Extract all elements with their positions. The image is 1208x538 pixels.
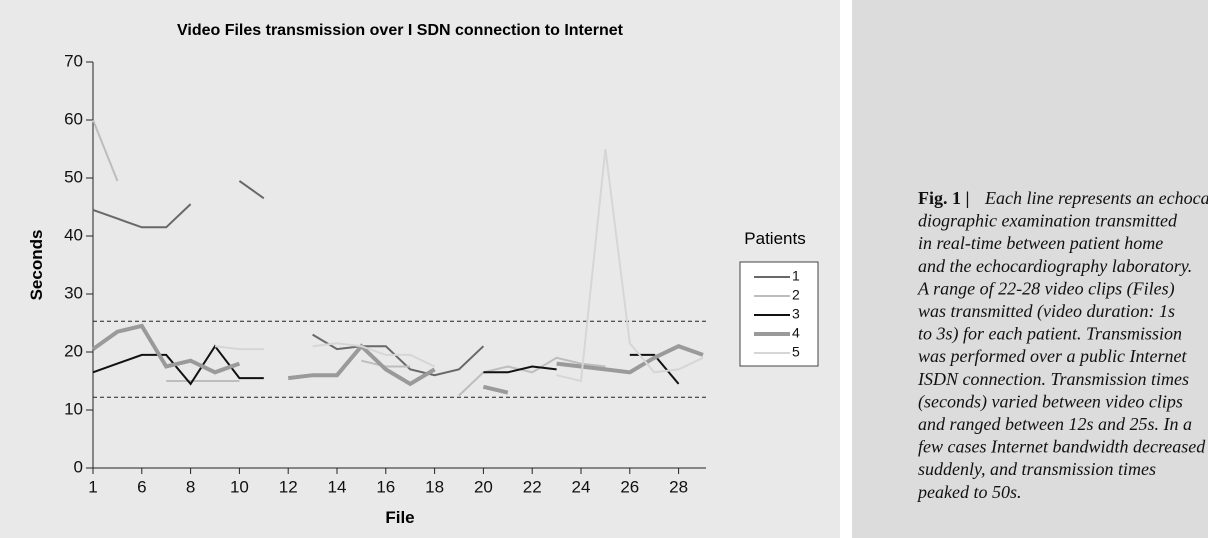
legend-label: 3 bbox=[792, 306, 800, 322]
series-line bbox=[92, 180, 485, 377]
x-tick-label: 28 bbox=[669, 477, 688, 496]
x-tick-label: 8 bbox=[186, 477, 195, 496]
caption-line: in real-time between patient home bbox=[918, 233, 1163, 253]
y-tick-label: 20 bbox=[64, 341, 83, 360]
x-axis-label: File bbox=[385, 508, 414, 527]
x-tick-label: 26 bbox=[620, 477, 639, 496]
y-tick-label: 40 bbox=[64, 225, 83, 244]
y-tick-label: 70 bbox=[64, 51, 83, 70]
caption-label: Fig. 1 | bbox=[918, 188, 969, 208]
chart-title: Video Files transmission over I SDN conn… bbox=[177, 22, 624, 39]
caption-line: diographic examination transmitted bbox=[918, 211, 1178, 231]
caption-line: Each line represents an echocar- bbox=[984, 188, 1208, 208]
series-line bbox=[92, 344, 680, 386]
legend-label: 4 bbox=[792, 325, 800, 341]
chart-panel bbox=[0, 0, 840, 538]
caption-line: to 3s) for each patient. Transmission bbox=[918, 324, 1182, 345]
x-tick-label: 20 bbox=[474, 477, 493, 496]
caption-line: and the echocardiography laboratory. bbox=[918, 256, 1192, 276]
x-tick-label: 6 bbox=[137, 477, 146, 496]
legend-label: 2 bbox=[792, 287, 800, 303]
caption-line: peaked to 50s. bbox=[916, 482, 1021, 502]
legend-label: 1 bbox=[792, 268, 800, 284]
series-line bbox=[214, 148, 704, 383]
x-tick-label: 18 bbox=[425, 477, 444, 496]
caption-line: suddenly, and transmission times bbox=[918, 459, 1156, 479]
x-tick-label: 1 bbox=[88, 477, 97, 496]
x-tick-label: 14 bbox=[328, 477, 347, 496]
legend-label: 5 bbox=[792, 344, 800, 360]
x-tick-label: 24 bbox=[572, 477, 591, 496]
y-axis-label: Seconds bbox=[27, 230, 46, 301]
caption-line: A range of 22-28 video clips (Files) bbox=[917, 278, 1175, 299]
legend-title: Patients bbox=[744, 229, 805, 248]
x-tick-label: 22 bbox=[523, 477, 542, 496]
caption-panel bbox=[852, 0, 1208, 538]
caption-line: (seconds) varied between video clips bbox=[918, 391, 1183, 412]
caption-line: and ranged between 12s and 25s. In a bbox=[918, 414, 1192, 434]
y-tick-label: 30 bbox=[64, 283, 83, 302]
y-tick-label: 50 bbox=[64, 167, 83, 186]
caption-line: was performed over a public Internet bbox=[918, 346, 1187, 366]
caption-line: ISDN connection. Transmission times bbox=[917, 369, 1189, 389]
x-tick-label: 10 bbox=[230, 477, 249, 496]
x-tick-label: 12 bbox=[279, 477, 298, 496]
x-tick-label: 16 bbox=[376, 477, 395, 496]
y-tick-label: 10 bbox=[64, 399, 83, 418]
y-tick-label: 60 bbox=[64, 109, 83, 128]
series-line bbox=[92, 119, 606, 397]
y-tick-label: 0 bbox=[74, 457, 83, 476]
caption-line: few cases Internet bandwidth decreased bbox=[918, 437, 1206, 457]
caption-line: was transmitted (video duration: 1s bbox=[918, 301, 1175, 322]
